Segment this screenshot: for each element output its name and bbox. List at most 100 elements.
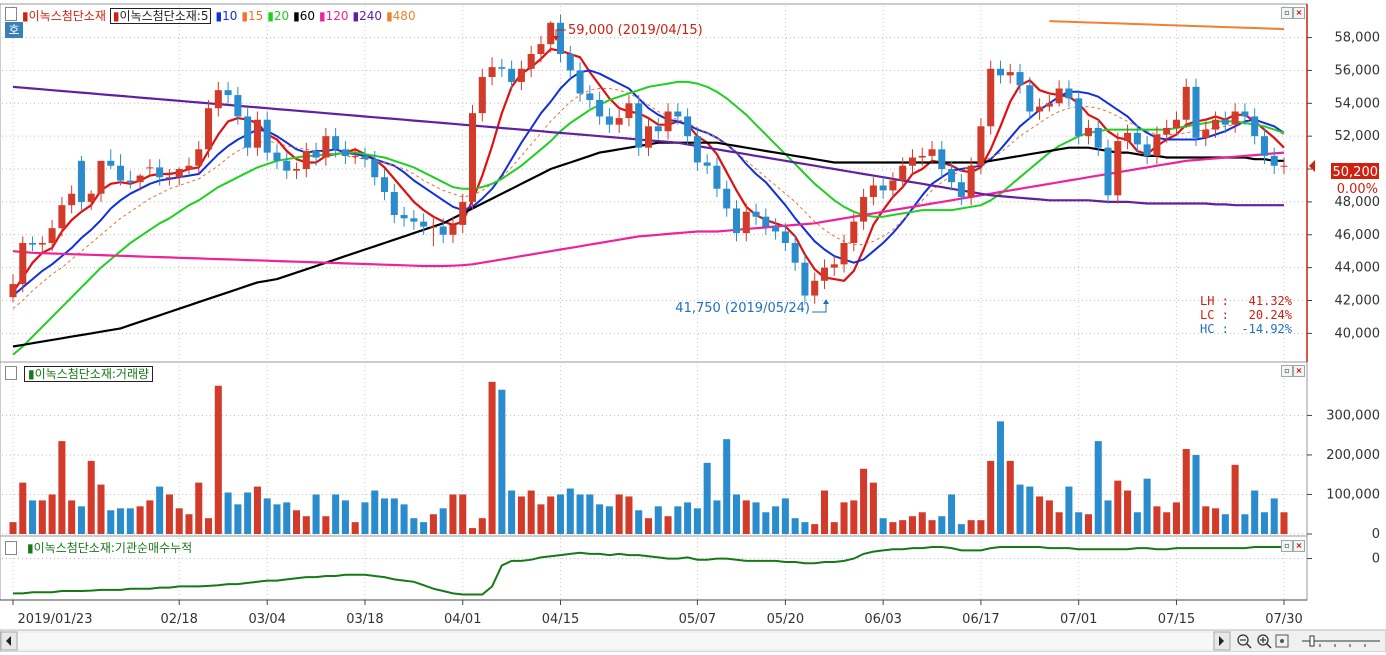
candle <box>615 109 623 133</box>
candle <box>1221 111 1229 133</box>
volume-tick-label: 100,000 <box>1326 487 1380 502</box>
volume-bar <box>29 500 37 534</box>
volume-bar <box>165 494 173 534</box>
volume-bar <box>987 460 995 534</box>
ma-legend-item[interactable]: ▮15 <box>241 9 264 23</box>
ma-legend-item[interactable]: ▮이녹스첨단소재 <box>22 9 106 23</box>
candle <box>684 108 692 145</box>
candle <box>928 141 936 165</box>
volume-tick-label: 0 <box>1372 527 1380 542</box>
volume-bar <box>283 502 291 534</box>
volume-bar <box>1036 496 1044 534</box>
candle <box>820 259 829 289</box>
volume-bar <box>1055 512 1063 534</box>
reset-icon[interactable] <box>1275 634 1289 648</box>
ma-legend-item[interactable]: ▮10 <box>215 9 238 23</box>
volume-bar <box>214 385 222 534</box>
inst-title[interactable]: ▮이녹스첨단소재:기관순매수누적 <box>27 541 193 555</box>
ma-legend-item[interactable]: ▮60 <box>293 9 316 23</box>
candle <box>478 68 486 122</box>
volume-tick-label: 200,000 <box>1326 448 1380 463</box>
price-panel-restore-button[interactable]: ▫ <box>1281 7 1293 19</box>
volume-bar <box>48 494 56 534</box>
zoom-out-icon[interactable] <box>1237 634 1252 649</box>
low-annotation: 41,750 (2019/05/24) <box>675 299 829 316</box>
candle <box>439 218 447 243</box>
scroll-track[interactable] <box>18 633 1213 649</box>
candle <box>596 91 604 125</box>
candle <box>420 213 428 235</box>
price-tick-label: 42,000 <box>1335 293 1381 308</box>
volume-title[interactable]: ▮이녹스첨단소재:거래량 <box>24 366 154 382</box>
volume-bar <box>293 510 301 534</box>
volume-bar <box>488 381 496 534</box>
volume-bar <box>1163 512 1171 534</box>
volume-bar <box>1172 502 1180 534</box>
stats-row: HC : -14.92% <box>1200 322 1292 336</box>
volume-bar <box>1065 486 1073 534</box>
x-tick-label: 03/18 <box>346 612 383 627</box>
volume-bar <box>1202 506 1210 534</box>
right-axis-strip <box>1307 0 1386 630</box>
high-note: 59,000 (2019/04/15) <box>568 23 703 38</box>
volume-bar <box>820 490 829 534</box>
ma-legend-item[interactable]: ▮이녹스첨단소재:5 <box>109 8 212 24</box>
candle <box>48 219 56 252</box>
volume-bar <box>615 494 623 534</box>
candle <box>742 203 750 242</box>
volume-bar <box>703 462 711 534</box>
candle <box>77 155 85 211</box>
stats-row: LC : 20.24% <box>1200 308 1292 322</box>
ma-legend: ▮이녹스첨단소재 ▮이녹스첨단소재:5 ▮10 ▮15 ▮20 ▮60 ▮120 ▮240 ▮4… <box>22 8 420 24</box>
volume-panel-restore-button[interactable]: ▫ <box>1281 365 1293 377</box>
stats-row: LH : 41.32% <box>1200 294 1292 308</box>
candle <box>1094 119 1102 156</box>
zoom-slider[interactable] <box>1302 635 1380 647</box>
ma-legend-item[interactable]: ▮240 <box>352 9 383 23</box>
ma-line-60 <box>12 141 1284 348</box>
candle <box>801 254 809 305</box>
volume-bar <box>77 506 85 534</box>
candle <box>791 234 799 271</box>
ma-legend-item[interactable]: ▮480 <box>386 9 416 23</box>
candle <box>205 100 213 158</box>
inst-panel-close-button[interactable]: × <box>1293 540 1305 552</box>
candle <box>332 127 340 158</box>
volume-bar <box>19 482 27 534</box>
candle <box>654 118 662 140</box>
volume-bar <box>889 522 897 534</box>
volume-bar <box>195 482 203 534</box>
candle <box>146 159 154 176</box>
stats-label: LC : <box>1200 308 1229 322</box>
candle <box>1153 126 1161 165</box>
candle <box>1104 139 1112 204</box>
candle <box>244 108 252 156</box>
zoom-in-icon[interactable] <box>1257 634 1272 649</box>
candle <box>351 147 359 165</box>
stock-badge[interactable]: 호 <box>5 22 23 38</box>
candle <box>537 35 545 63</box>
volume-bar <box>381 498 389 534</box>
volume-bar <box>185 514 193 534</box>
inst-panel-restore-button[interactable]: ▫ <box>1281 540 1293 552</box>
price-tick-label: 40,000 <box>1335 326 1381 341</box>
volume-bar <box>361 502 369 534</box>
volume-bar <box>830 522 838 534</box>
volume-bar <box>625 496 633 534</box>
volume-bar <box>732 494 741 534</box>
volume-bar <box>146 500 154 534</box>
ma-legend-item[interactable]: ▮20 <box>267 9 290 23</box>
candle <box>293 162 301 179</box>
candle <box>400 206 408 227</box>
candle <box>830 256 838 276</box>
volume-panel-close-button[interactable]: × <box>1293 365 1305 377</box>
volume-bar <box>586 494 594 534</box>
candle <box>556 14 565 63</box>
candle <box>1241 103 1249 125</box>
price-panel-close-button[interactable]: × <box>1293 7 1305 19</box>
candle <box>302 142 310 178</box>
volume-bar <box>253 486 261 534</box>
volume-bar <box>341 500 349 534</box>
ma-legend-item[interactable]: ▮120 <box>319 9 349 23</box>
candle <box>253 111 261 156</box>
